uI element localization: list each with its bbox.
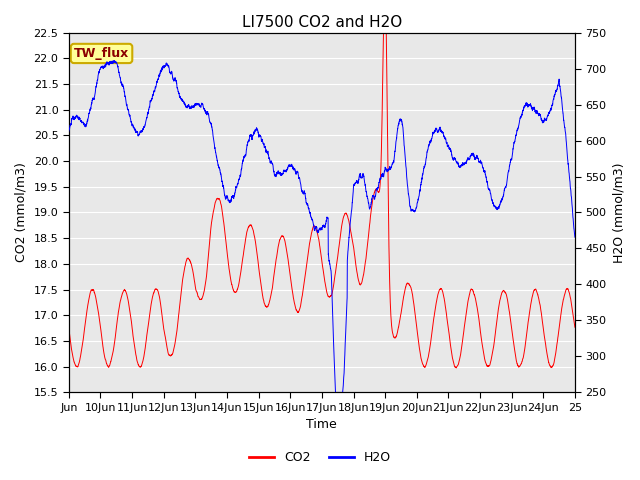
Title: LI7500 CO2 and H2O: LI7500 CO2 and H2O bbox=[242, 15, 402, 30]
X-axis label: Time: Time bbox=[307, 419, 337, 432]
Y-axis label: CO2 (mmol/m3): CO2 (mmol/m3) bbox=[15, 163, 28, 263]
Text: TW_flux: TW_flux bbox=[74, 47, 129, 60]
Y-axis label: H2O (mmol/m3): H2O (mmol/m3) bbox=[612, 162, 625, 263]
Legend: CO2, H2O: CO2, H2O bbox=[244, 446, 396, 469]
